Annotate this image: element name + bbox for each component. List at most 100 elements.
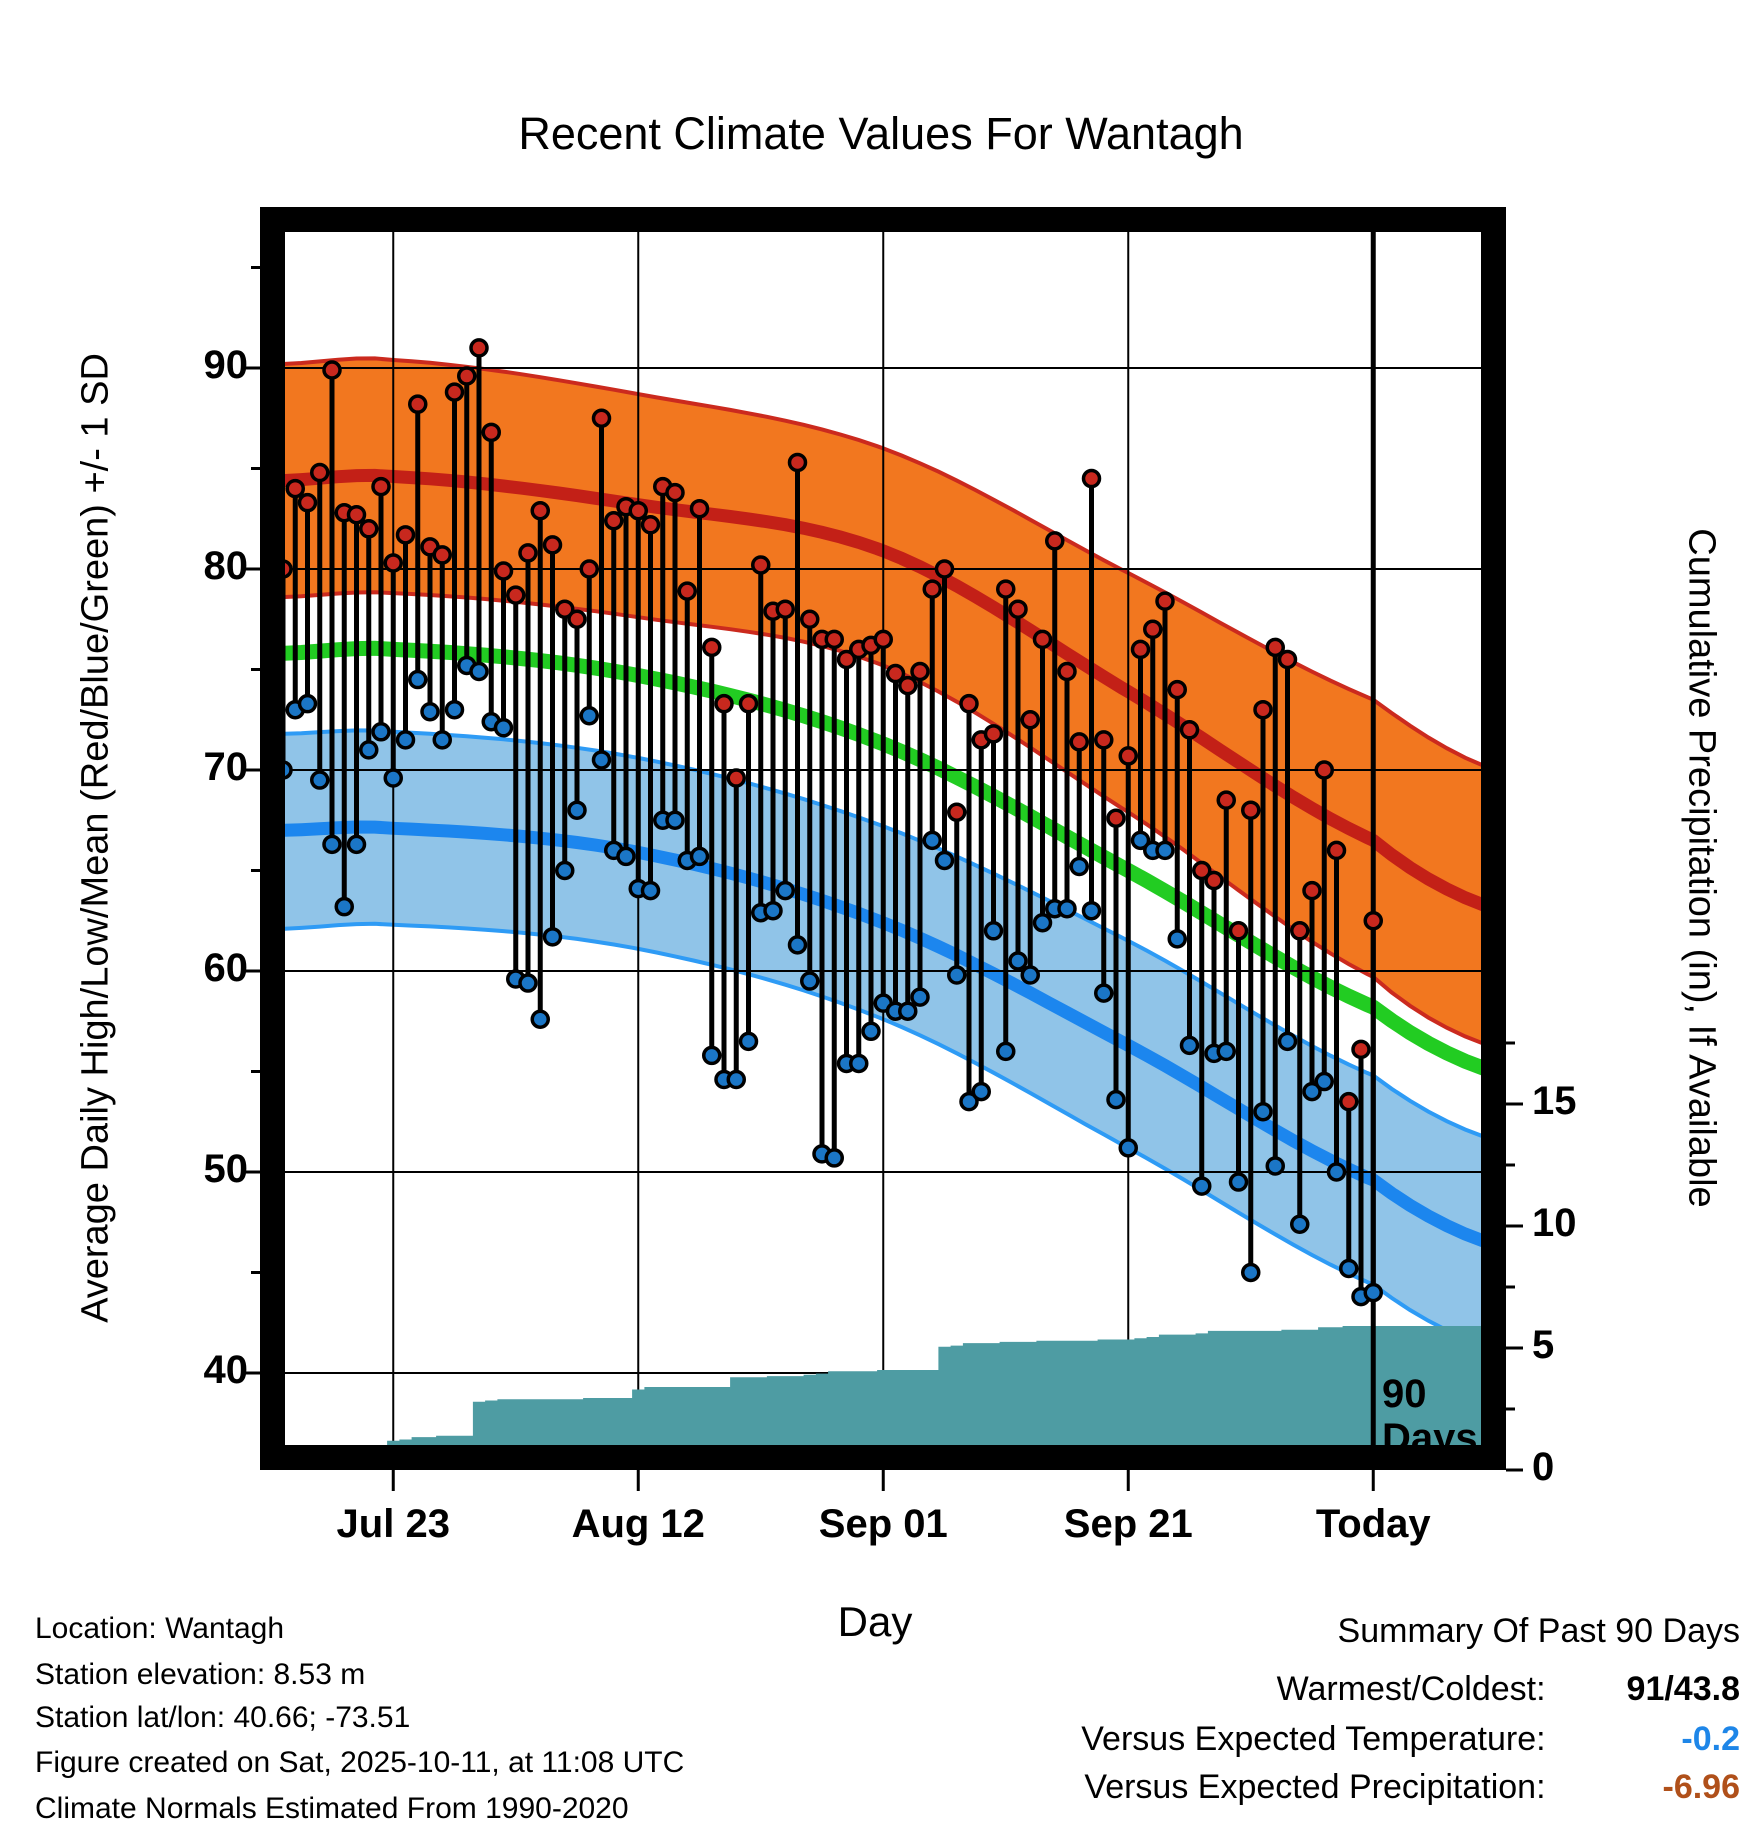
- right-axis-label: Cumulative Precipitation (in), If Availa…: [1680, 528, 1723, 1208]
- high-dot-day-75: [1192, 860, 1212, 881]
- daily-stems: [285, 338, 1383, 1307]
- high-dot-day-83: [1290, 921, 1310, 941]
- low-dot-day-14: [444, 699, 465, 720]
- x-tick-label-jul-23: Jul 23: [336, 1502, 450, 1546]
- footer-latlon: Station lat/lon: 40.66; -73.51: [35, 1701, 411, 1734]
- high-dot-day-84: [1302, 880, 1322, 901]
- low-dot-day-89: [1363, 1282, 1383, 1303]
- plot-area: [285, 232, 1481, 1445]
- low-dot-day-72: [1155, 840, 1175, 861]
- left-tick-label-70: 70: [203, 745, 249, 789]
- low-dot-day-47: [849, 1053, 869, 1074]
- cumulative-precip-area: [387, 1326, 1481, 1445]
- low-dot-day-83: [1290, 1214, 1310, 1235]
- low-dot-day-57: [971, 1081, 991, 1102]
- low-dot-day-38: [738, 1031, 759, 1052]
- low-dot-day-5: [334, 896, 354, 917]
- high-dot-day-33: [677, 581, 697, 601]
- high-dot-day-55: [947, 802, 967, 822]
- low-dot-day-80: [1253, 1101, 1273, 1122]
- low-dot-day-25: [579, 705, 599, 726]
- high-dot-day-20: [518, 543, 538, 563]
- high-dot-day-59: [996, 579, 1016, 599]
- high-dot-day-10: [395, 525, 416, 545]
- high-dot-day-71: [1143, 619, 1163, 640]
- high-dot-day-60: [1008, 599, 1028, 619]
- low-dot-day-6: [346, 834, 367, 855]
- high-dot-day-79: [1241, 800, 1261, 820]
- low-dot-day-53: [922, 830, 942, 851]
- x-tick-label-sep-21: Sep 21: [1063, 1502, 1193, 1546]
- low-dot-day-74: [1179, 1035, 1200, 1056]
- high-dot-day-35: [702, 637, 722, 658]
- left-tick-label-80: 80: [203, 544, 249, 588]
- footer-created: Figure created on Sat, 2025-10-11, at 11…: [35, 1746, 685, 1779]
- low-dot-day-87: [1339, 1258, 1359, 1279]
- x-tick-label-aug-12: Aug 12: [571, 1502, 705, 1546]
- high-dot-day-13: [432, 545, 452, 565]
- low-dot-day-78: [1228, 1172, 1249, 1192]
- low-dot-day-70: [1130, 830, 1151, 851]
- summary-vs-temp-value: -0.2: [1681, 1720, 1740, 1758]
- high-dot-day-81: [1265, 637, 1285, 658]
- high-dot-day-36: [714, 693, 734, 714]
- high-dot-day-6: [346, 504, 367, 525]
- low-dot-day-23: [555, 860, 575, 881]
- low-dot-day-21: [530, 1009, 550, 1029]
- low-dot-day-73: [1167, 929, 1187, 949]
- low-dot-day-52: [910, 987, 930, 1007]
- high-dot-day-34: [689, 498, 710, 519]
- high-dot-day-7: [359, 519, 379, 539]
- low-dot-day-16: [469, 661, 489, 682]
- low-dot-day-59: [996, 1041, 1016, 1062]
- low-dot-day-66: [1081, 900, 1102, 921]
- summary-vs-temp-label: Versus Expected Temperature:: [1081, 1720, 1546, 1758]
- low-dot-day-86: [1326, 1162, 1347, 1182]
- high-dot-day-1: [285, 478, 305, 499]
- low-dot-day-11: [408, 669, 428, 690]
- high-dot-day-2: [297, 492, 318, 513]
- high-dot-day-3: [310, 462, 330, 483]
- footer-normals: Climate Normals Estimated From 1990-2020: [35, 1792, 629, 1825]
- chart-title: Recent Climate Values For Wantagh: [518, 108, 1244, 159]
- low-dot-day-48: [861, 1021, 881, 1042]
- low-dot-day-9: [383, 768, 403, 788]
- normal-high-band: [285, 358, 1481, 1043]
- right-tick-label-10: 10: [1532, 1201, 1577, 1245]
- low-dot-day-65: [1069, 856, 1089, 877]
- low-dot-day-3: [310, 770, 330, 790]
- low-dot-day-69: [1118, 1138, 1138, 1158]
- low-dot-day-28: [616, 846, 636, 867]
- high-dot-day-80: [1253, 699, 1273, 720]
- high-dot-day-61: [1020, 710, 1040, 730]
- high-dot-day-17: [481, 422, 501, 443]
- low-dot-day-81: [1265, 1156, 1285, 1176]
- high-dot-day-87: [1339, 1091, 1359, 1112]
- high-dot-day-4: [322, 360, 342, 380]
- low-dot-day-4: [322, 834, 342, 855]
- low-dot-day-64: [1057, 898, 1077, 919]
- low-dot-day-12: [420, 701, 440, 722]
- high-dot-day-41: [775, 599, 795, 619]
- low-dot-day-68: [1106, 1089, 1126, 1110]
- high-dot-day-77: [1216, 790, 1236, 810]
- high-dot-day-78: [1228, 921, 1249, 941]
- summary-warmest-coldest-row: Warmest/Coldest: 91/43.8: [1277, 1670, 1740, 1709]
- high-dot-day-14: [444, 382, 465, 402]
- high-dot-day-85: [1314, 760, 1334, 780]
- left-tick-label-90: 90: [203, 343, 249, 387]
- left-tick-label-60: 60: [203, 946, 249, 990]
- high-dot-day-68: [1106, 808, 1126, 828]
- x-tick-label-sep-01: Sep 01: [818, 1502, 948, 1546]
- high-dot-day-16: [469, 338, 489, 358]
- normal-low-band: [285, 730, 1481, 1345]
- high-dot-day-39: [751, 555, 771, 575]
- high-dot-day-69: [1118, 746, 1138, 766]
- high-dot-day-74: [1179, 720, 1200, 740]
- high-dot-day-53: [922, 579, 942, 599]
- high-dot-day-21: [530, 500, 550, 521]
- high-dot-day-52: [910, 661, 930, 682]
- summary-title-row: Summary Of Past 90 Days: [1338, 1612, 1740, 1651]
